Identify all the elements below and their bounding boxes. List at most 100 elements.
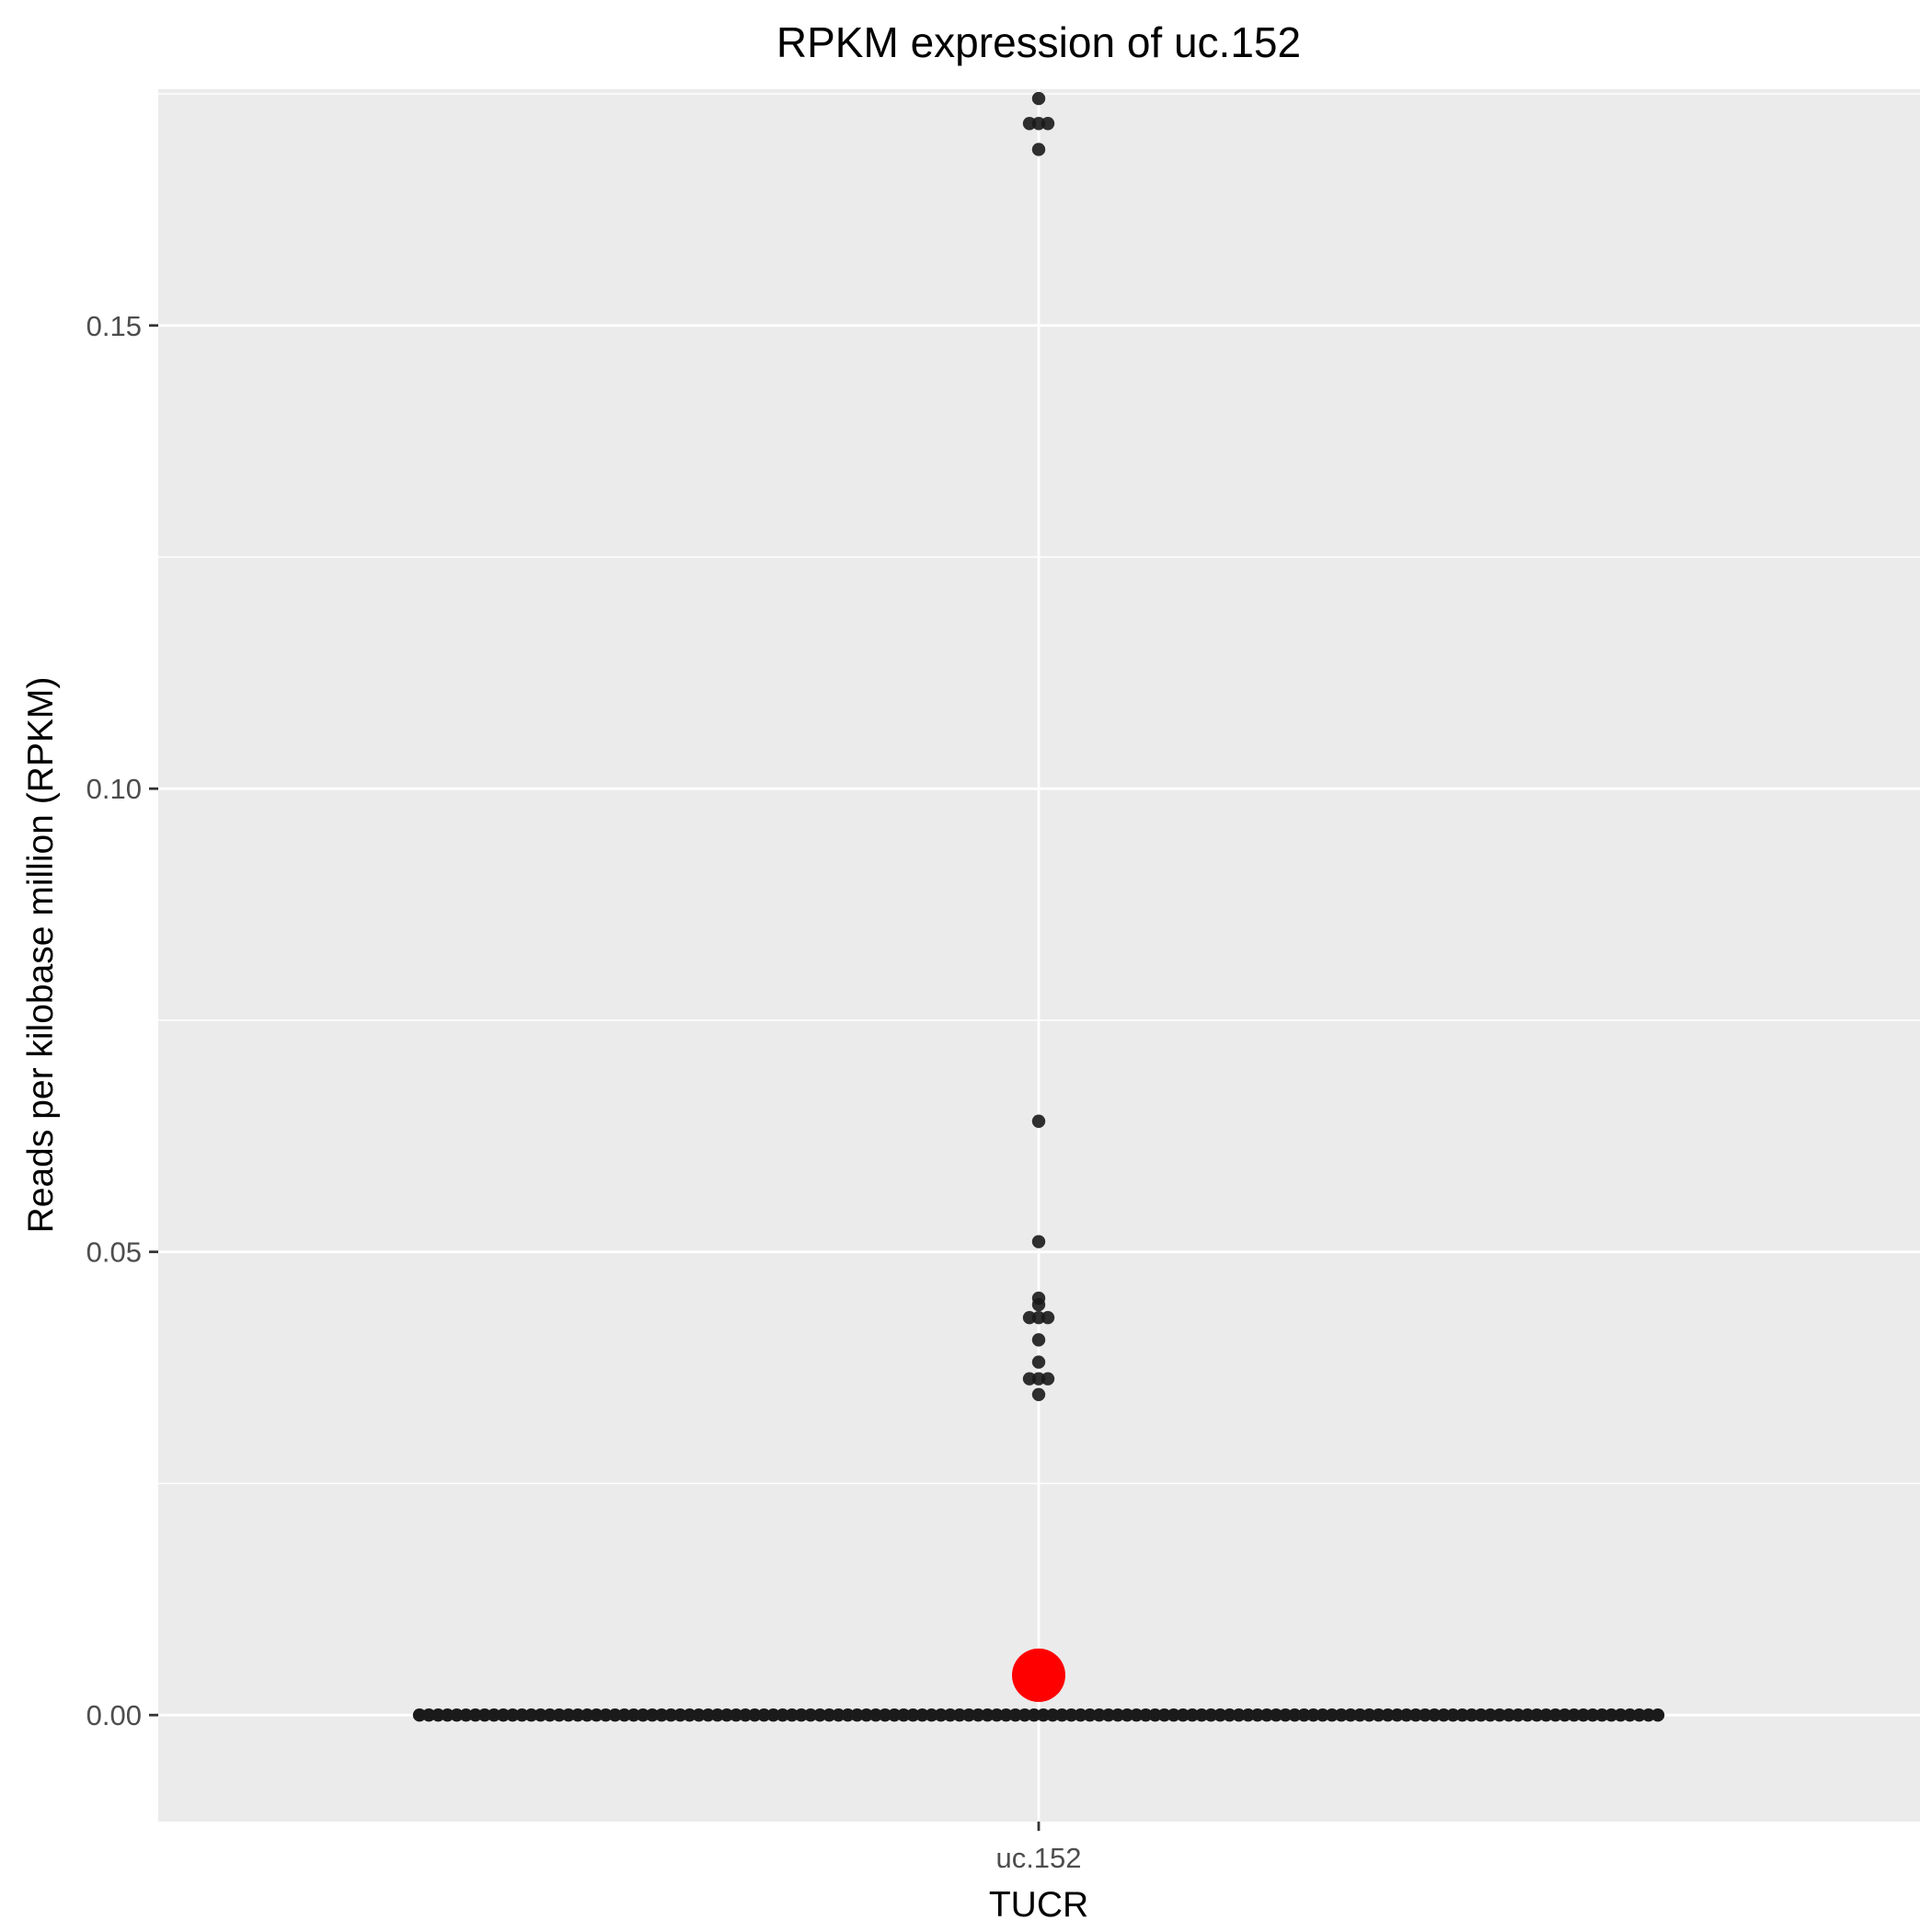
data-point xyxy=(1492,1708,1507,1722)
data-point xyxy=(1167,1708,1180,1722)
data-point xyxy=(1139,1708,1153,1722)
data-point xyxy=(1213,1708,1227,1722)
data-point xyxy=(1363,1708,1376,1722)
data-point xyxy=(1031,91,1046,106)
data-point xyxy=(1585,1708,1600,1722)
x-axis-title: TUCR xyxy=(989,1885,1088,1925)
data-point xyxy=(915,1708,929,1722)
data-point xyxy=(487,1708,501,1722)
data-point xyxy=(1064,1708,1078,1722)
data-point xyxy=(1031,1235,1046,1248)
data-point xyxy=(859,1708,873,1722)
data-point xyxy=(459,1708,473,1722)
data-point xyxy=(599,1708,613,1722)
data-point xyxy=(1474,1708,1488,1722)
data-point xyxy=(1567,1708,1581,1722)
data-point xyxy=(664,1708,678,1722)
data-point xyxy=(1041,1372,1055,1386)
data-point xyxy=(1027,1708,1041,1722)
data-point xyxy=(1595,1708,1609,1722)
data-point xyxy=(1437,1708,1451,1722)
data-point xyxy=(710,1708,725,1722)
data-point xyxy=(1604,1708,1618,1722)
data-point xyxy=(1031,117,1046,131)
data-point xyxy=(990,1708,1004,1722)
data-point xyxy=(961,1708,976,1722)
data-point xyxy=(1558,1708,1571,1722)
y-tick-label: 0.05 xyxy=(86,1236,142,1269)
data-point xyxy=(981,1708,995,1722)
major-gridlines xyxy=(158,89,1920,1822)
data-point xyxy=(608,1708,622,1722)
data-point xyxy=(1041,117,1055,131)
data-point xyxy=(1306,1708,1320,1722)
data-point xyxy=(748,1708,762,1722)
data-points xyxy=(412,91,1665,1722)
data-point xyxy=(1483,1708,1498,1722)
data-point xyxy=(580,1708,594,1722)
data-point xyxy=(1031,1372,1046,1386)
data-point xyxy=(673,1708,687,1722)
data-point xyxy=(543,1708,557,1722)
data-point xyxy=(906,1708,920,1722)
data-point xyxy=(972,1708,985,1722)
data-point xyxy=(683,1708,696,1722)
y-tick-label: 0.00 xyxy=(86,1699,142,1731)
data-point xyxy=(841,1708,855,1722)
data-point xyxy=(627,1708,640,1722)
data-point xyxy=(1041,1311,1055,1325)
data-point xyxy=(1372,1708,1386,1722)
data-point xyxy=(1316,1708,1329,1722)
data-point xyxy=(552,1708,567,1722)
data-point xyxy=(1157,1708,1171,1722)
data-point xyxy=(1269,1708,1283,1722)
highlight-points xyxy=(1012,1648,1065,1702)
data-point xyxy=(999,1708,1013,1722)
data-point xyxy=(1018,1708,1032,1722)
data-point xyxy=(1418,1708,1432,1722)
data-point xyxy=(757,1708,771,1722)
data-point xyxy=(431,1708,445,1722)
data-point xyxy=(785,1708,799,1722)
data-point xyxy=(1130,1708,1144,1722)
data-point xyxy=(617,1708,631,1722)
data-point xyxy=(887,1708,902,1722)
data-point xyxy=(1241,1708,1255,1722)
data-point xyxy=(524,1708,538,1722)
data-point xyxy=(812,1708,827,1722)
data-point xyxy=(719,1708,734,1722)
data-point xyxy=(561,1708,576,1722)
data-point xyxy=(1641,1708,1656,1722)
data-point xyxy=(570,1708,585,1722)
data-point xyxy=(1409,1708,1423,1722)
data-point xyxy=(1083,1708,1097,1722)
data-point xyxy=(794,1708,809,1722)
data-point xyxy=(1185,1708,1200,1722)
y-tick-label: 0.10 xyxy=(86,773,142,805)
data-point xyxy=(468,1708,482,1722)
data-point xyxy=(1501,1708,1516,1722)
data-point xyxy=(1120,1708,1134,1722)
data-point xyxy=(477,1708,492,1722)
data-point xyxy=(1446,1708,1460,1722)
data-point xyxy=(1031,1387,1046,1401)
data-point xyxy=(934,1708,948,1722)
data-point xyxy=(1074,1708,1087,1722)
data-point xyxy=(952,1708,967,1722)
data-point xyxy=(645,1708,660,1722)
data-point xyxy=(1390,1708,1404,1722)
data-point xyxy=(1148,1708,1162,1722)
data-point xyxy=(1325,1708,1339,1722)
data-point xyxy=(1455,1708,1469,1722)
data-point xyxy=(1297,1708,1311,1722)
data-point xyxy=(1022,1372,1037,1386)
data-point xyxy=(1548,1708,1562,1722)
data-point xyxy=(1259,1708,1274,1722)
data-point xyxy=(496,1708,511,1722)
data-point xyxy=(1623,1708,1637,1722)
data-point xyxy=(868,1708,883,1722)
data-point xyxy=(850,1708,864,1722)
data-point xyxy=(1092,1708,1106,1722)
data-point xyxy=(1278,1708,1293,1722)
data-point xyxy=(1465,1708,1478,1722)
